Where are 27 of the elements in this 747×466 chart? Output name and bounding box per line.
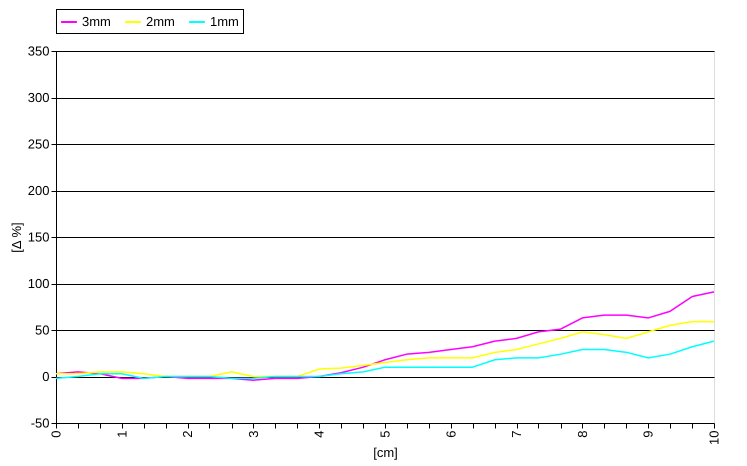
y-tick-label: 350 bbox=[28, 44, 50, 58]
legend-label: 2mm bbox=[146, 14, 175, 29]
y-tick-label: 100 bbox=[28, 276, 50, 291]
line-series bbox=[55, 340, 715, 380]
x-axis-title: [cm] bbox=[373, 444, 398, 460]
x-tick-label: 6 bbox=[443, 430, 458, 438]
y-tick-label: 0 bbox=[42, 369, 50, 384]
x-tick-label: 2 bbox=[180, 430, 196, 438]
x-tick-label: 1 bbox=[114, 430, 130, 438]
y-tick-label: -50 bbox=[30, 416, 50, 430]
x-tick-label: 4 bbox=[312, 430, 327, 438]
line-series bbox=[55, 320, 715, 378]
x-tick-label: 0 bbox=[48, 430, 64, 438]
x-tick-label: 8 bbox=[574, 430, 590, 438]
x-tick-label: 5 bbox=[378, 430, 392, 438]
y-tick-label: 150 bbox=[28, 230, 50, 244]
y-tick-label: 300 bbox=[28, 90, 50, 105]
x-tick-label: 10 bbox=[706, 430, 722, 445]
y-tick-label: 250 bbox=[28, 136, 50, 152]
y-axis-title: [Δ %] bbox=[8, 222, 24, 253]
x-tick-label: 3 bbox=[246, 430, 261, 438]
y-tick-label: 50 bbox=[35, 322, 50, 338]
x-tick-label: 7 bbox=[509, 430, 524, 438]
legend-label: 3mm bbox=[82, 14, 111, 29]
x-tick-label: 9 bbox=[640, 430, 656, 438]
legend-label: 1mm bbox=[210, 14, 239, 29]
y-tick-label: 200 bbox=[28, 183, 50, 198]
